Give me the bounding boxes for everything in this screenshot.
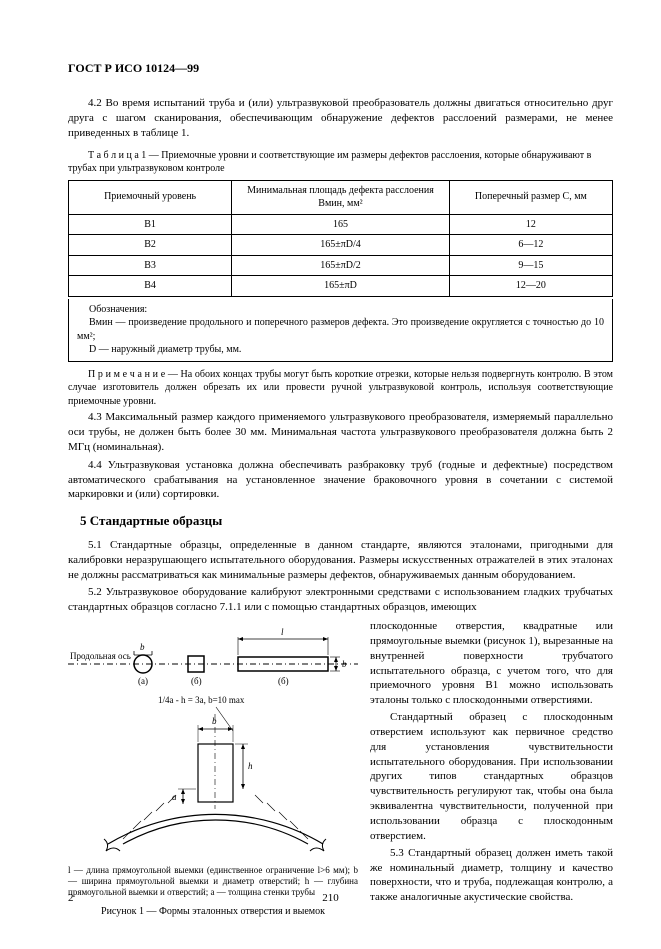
label-b-side: b bbox=[342, 659, 347, 669]
label-l: l bbox=[281, 627, 284, 637]
label-b-bottom: b bbox=[212, 716, 217, 726]
th-level: Приемочный уровень bbox=[69, 180, 232, 214]
figure-1-caption: l — длина прямоугольной выемки (единстве… bbox=[68, 865, 358, 897]
axis-label: Продольная ось bbox=[70, 651, 131, 661]
column-para-2: Стандартный образец с плоскодонным отвер… bbox=[370, 710, 613, 844]
paragraph-4-4: 4.4 Ультразвуковая установка должна обес… bbox=[68, 458, 613, 503]
table-notes: Обозначения: Bмин — произведение продоль… bbox=[68, 299, 613, 362]
label-b3: (б) bbox=[278, 676, 289, 686]
th-area: Минимальная площадь дефекта расслоения B… bbox=[232, 180, 450, 214]
label-b2: (б) bbox=[191, 676, 202, 686]
table-row: B3165±πD/29—15 bbox=[69, 255, 613, 276]
dim-text: 1/4a - h = 3a, b=10 max bbox=[158, 695, 245, 705]
th-size: Поперечный размер C, мм bbox=[449, 180, 612, 214]
label-a-bottom: a bbox=[172, 792, 177, 802]
paragraph-4-3: 4.3 Максимальный размер каждого применяе… bbox=[68, 410, 613, 455]
page-number-center: 210 bbox=[322, 891, 339, 906]
notes-line: D — наружный диаметр трубы, мм. bbox=[77, 343, 604, 357]
column-para-1: плоскодонные отверстия, квадратные или п… bbox=[370, 619, 613, 708]
document-standard-id: ГОСТ Р ИСО 10124—99 bbox=[68, 60, 613, 76]
paragraph-5-1: 5.1 Стандартные образцы, определенные в … bbox=[68, 538, 613, 583]
figure-1-top: Продольная ось (a) b (б) (б) bbox=[68, 619, 358, 689]
label-a: (a) bbox=[138, 676, 148, 686]
figure-1-title: Рисунок 1 — Формы эталонных отверстия и … bbox=[68, 905, 358, 919]
notes-label: Обозначения: bbox=[77, 303, 604, 317]
figure-1-bottom: 1/4a - h = 3a, b=10 max bbox=[68, 689, 358, 859]
table-row: B116512 bbox=[69, 214, 613, 235]
table-1: Приемочный уровень Минимальная площадь д… bbox=[68, 180, 613, 297]
paragraph-4-2: 4.2 Во время испытаний труба и (или) уль… bbox=[68, 96, 613, 141]
label-b: b bbox=[140, 642, 145, 652]
label-h: h bbox=[248, 761, 253, 771]
table-row: B4165±πD12—20 bbox=[69, 276, 613, 297]
note-paragraph: П р и м е ч а н и е — На обоих концах тр… bbox=[68, 368, 613, 409]
table-header-row: Приемочный уровень Минимальная площадь д… bbox=[69, 180, 613, 214]
table-row: B2165±πD/46—12 bbox=[69, 235, 613, 256]
notes-line: Bмин — произведение продольного и попере… bbox=[77, 316, 604, 343]
section-5-title: 5 Стандартные образцы bbox=[80, 512, 613, 530]
paragraph-5-2: 5.2 Ультразвуковое оборудование калибрую… bbox=[68, 585, 613, 615]
page-number-left: 2 bbox=[68, 891, 74, 906]
table-1-caption: Т а б л и ц а 1 — Приемочные уровни и со… bbox=[68, 149, 613, 176]
column-para-3: 5.3 Стандартный образец должен иметь так… bbox=[370, 846, 613, 905]
